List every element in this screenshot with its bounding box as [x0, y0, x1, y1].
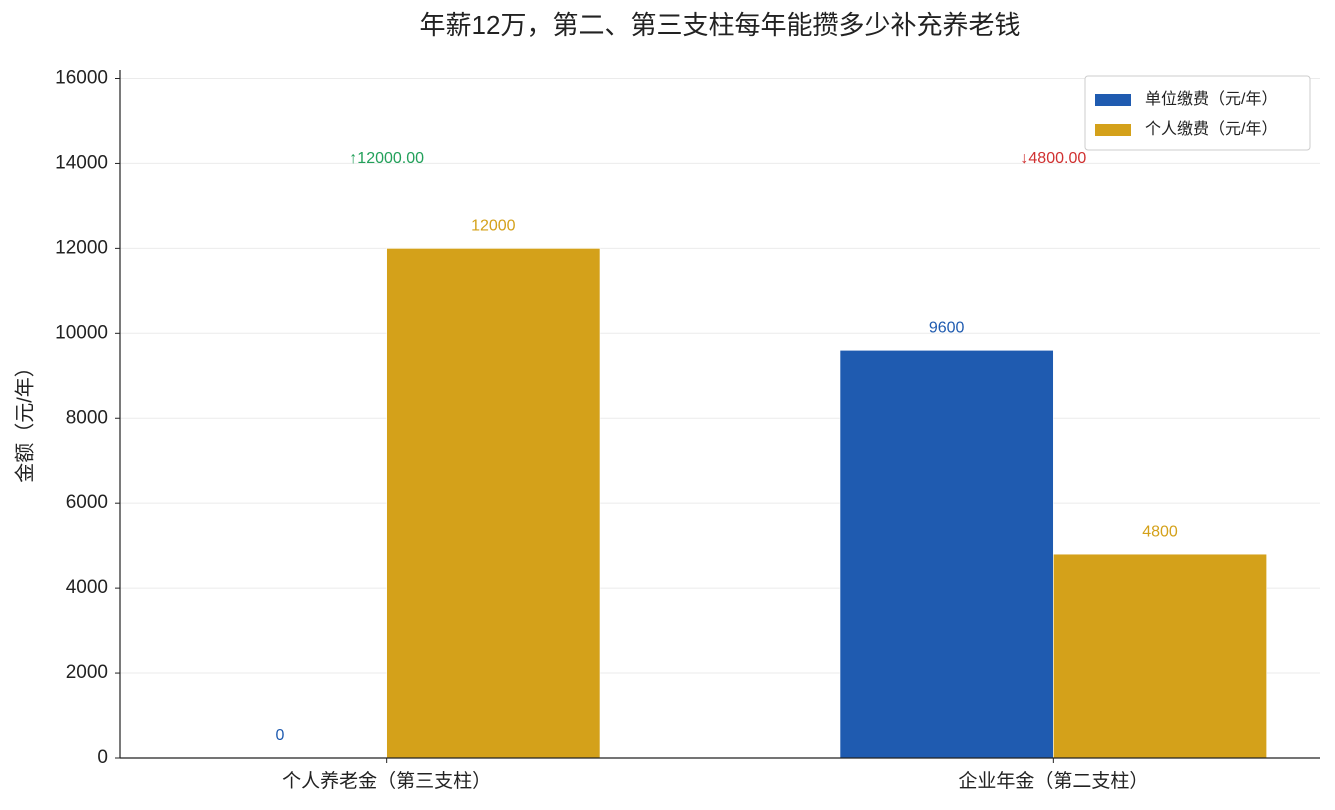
value-label: 12000 — [471, 218, 516, 235]
legend-box — [1084, 75, 1311, 151]
legend-swatch — [1095, 94, 1131, 106]
y-tick-label: 4000 — [66, 577, 108, 598]
bar — [386, 248, 601, 759]
legend-label: 个人缴费（元/年） — [1145, 120, 1277, 138]
legend-label: 单位缴费（元/年） — [1145, 90, 1277, 108]
y-tick-label: 6000 — [66, 492, 108, 513]
annotation: ↓4800.00 — [1020, 150, 1086, 167]
value-label: 9600 — [929, 320, 965, 337]
annotation: ↑12000.00 — [349, 150, 424, 167]
y-tick-label: 16000 — [55, 68, 108, 89]
y-tick-label: 14000 — [55, 152, 108, 173]
legend: 单位缴费（元/年） 个人缴费（元/年） — [1084, 75, 1311, 151]
legend-swatch — [1095, 124, 1131, 136]
chart-title: 年薪12万，第二、第三支柱每年能攒多少补充养老钱 — [420, 10, 1021, 40]
y-tick-label: 0 — [97, 747, 108, 768]
y-tick-label: 2000 — [66, 662, 108, 683]
value-label: 0 — [276, 727, 285, 744]
bar — [839, 349, 1054, 759]
y-tick-label: 10000 — [55, 322, 108, 343]
y-tick-label: 8000 — [66, 407, 108, 428]
y-tick-label: 12000 — [55, 237, 108, 258]
x-tick-label: 企业年金（第二支柱） — [958, 770, 1148, 792]
x-tick-label: 个人养老金（第三支柱） — [282, 770, 491, 792]
value-label: 4800 — [1142, 523, 1178, 540]
bar — [1053, 553, 1267, 759]
y-axis-label: 金额（元/年） — [13, 357, 36, 483]
